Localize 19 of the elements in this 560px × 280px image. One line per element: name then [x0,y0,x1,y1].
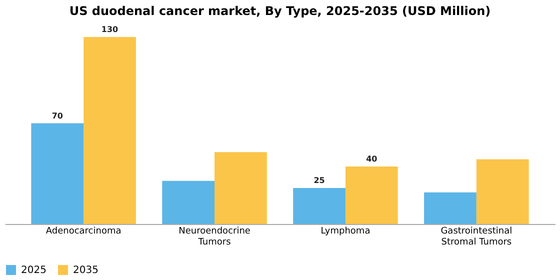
legend-label: 2035 [73,265,98,276]
bar [214,152,267,224]
bar [293,188,346,224]
bar [424,192,476,224]
data-label: 25 [314,176,326,186]
bar [345,166,398,224]
x-tick-label: Lymphoma [320,226,370,236]
data-label: 70 [52,111,64,120]
x-tick-label: Neuroendocrine Tumors [178,226,251,248]
x-tick-label: Adenocarcinoma [46,226,122,236]
x-tick-label: Gastrointestinal Stromal Tumors [440,226,512,248]
data-label: 40 [366,154,378,164]
legend-label: 2025 [21,265,46,276]
bar [31,123,84,224]
data-label: 130 [101,24,119,34]
bar [476,159,529,224]
chart-title: US duodenal cancer market, By Type, 2025-2035 (USD Million) [69,4,491,18]
bar [84,36,136,224]
bar [162,180,215,224]
